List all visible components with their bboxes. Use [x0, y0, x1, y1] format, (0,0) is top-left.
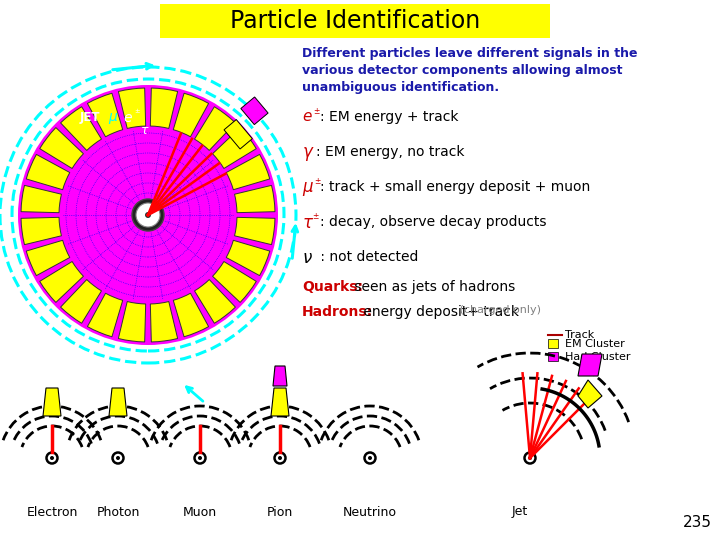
Circle shape [61, 128, 235, 302]
Text: : track + small energy deposit + muon: : track + small energy deposit + muon [320, 180, 590, 194]
Polygon shape [273, 366, 287, 386]
Circle shape [278, 456, 282, 460]
Text: $^{\pm}$: $^{\pm}$ [314, 177, 322, 187]
FancyBboxPatch shape [160, 4, 550, 38]
Text: $^{\pm}$: $^{\pm}$ [313, 107, 320, 117]
Wedge shape [26, 154, 70, 190]
Text: Electron: Electron [27, 505, 78, 518]
Wedge shape [87, 93, 122, 137]
Wedge shape [118, 301, 145, 342]
Circle shape [116, 456, 120, 460]
Text: $\mu$: $\mu$ [108, 111, 118, 125]
Polygon shape [240, 97, 268, 125]
Text: Jet: Jet [512, 505, 528, 518]
Wedge shape [60, 280, 102, 323]
Wedge shape [150, 88, 178, 129]
Text: Particle Identification: Particle Identification [230, 9, 480, 33]
Polygon shape [271, 388, 289, 416]
Text: $\tau$: $\tau$ [140, 124, 150, 137]
Text: : not detected: : not detected [316, 250, 418, 264]
Text: $^{\pm}$: $^{\pm}$ [134, 110, 141, 118]
Text: Photon: Photon [96, 505, 140, 518]
Text: Quarks:: Quarks: [302, 280, 363, 294]
Bar [548, 352, 558, 361]
Wedge shape [212, 261, 256, 302]
Wedge shape [235, 185, 275, 213]
Text: (charged only): (charged only) [456, 305, 541, 315]
Text: $\mu$: $\mu$ [302, 180, 314, 198]
Wedge shape [212, 127, 256, 168]
Text: energy deposit+ track: energy deposit+ track [359, 305, 519, 319]
Text: Track: Track [565, 330, 594, 340]
Text: : EM energy + track: : EM energy + track [320, 110, 459, 124]
Circle shape [50, 456, 54, 460]
Wedge shape [174, 93, 209, 137]
Wedge shape [40, 261, 84, 302]
Text: Pion: Pion [267, 505, 293, 518]
Wedge shape [21, 185, 61, 213]
Text: seen as jets of hadrons: seen as jets of hadrons [350, 280, 516, 294]
Circle shape [145, 212, 151, 218]
Text: : EM energy, no track: : EM energy, no track [316, 145, 464, 159]
Polygon shape [109, 388, 127, 416]
Wedge shape [87, 293, 122, 337]
Wedge shape [174, 293, 209, 337]
Text: EM Cluster: EM Cluster [565, 339, 625, 349]
Text: 235: 235 [683, 515, 712, 530]
Circle shape [18, 85, 278, 345]
Polygon shape [224, 119, 252, 149]
Text: : decay, observe decay products: : decay, observe decay products [320, 215, 546, 229]
Circle shape [136, 203, 160, 227]
Text: Neutrino: Neutrino [343, 505, 397, 518]
Text: $e$: $e$ [302, 110, 312, 124]
Polygon shape [578, 354, 602, 376]
Wedge shape [194, 280, 235, 323]
Circle shape [198, 456, 202, 460]
Wedge shape [60, 107, 102, 151]
Text: Muon: Muon [183, 505, 217, 518]
Bar [548, 339, 558, 348]
Wedge shape [235, 217, 275, 245]
Text: JET: JET [80, 111, 101, 125]
Text: Different particles leave different signals in the
various detector components a: Different particles leave different sign… [302, 47, 637, 94]
Text: $e$: $e$ [123, 111, 133, 125]
Wedge shape [194, 107, 235, 151]
Wedge shape [118, 88, 145, 129]
Text: $^{\pm}$: $^{\pm}$ [312, 212, 320, 222]
Circle shape [368, 456, 372, 460]
Wedge shape [21, 217, 61, 245]
Circle shape [132, 199, 164, 231]
Text: $\tau$: $\tau$ [302, 215, 314, 232]
Wedge shape [226, 154, 270, 190]
Wedge shape [40, 127, 84, 168]
Polygon shape [578, 380, 602, 408]
Wedge shape [150, 301, 178, 342]
Wedge shape [226, 240, 270, 275]
Polygon shape [43, 388, 61, 416]
Circle shape [528, 456, 532, 460]
Text: Hadrons:: Hadrons: [302, 305, 373, 319]
Text: $\nu$: $\nu$ [302, 250, 313, 267]
Text: Had Cluster: Had Cluster [565, 352, 631, 362]
Text: $\gamma$: $\gamma$ [302, 145, 315, 163]
Wedge shape [26, 240, 70, 275]
